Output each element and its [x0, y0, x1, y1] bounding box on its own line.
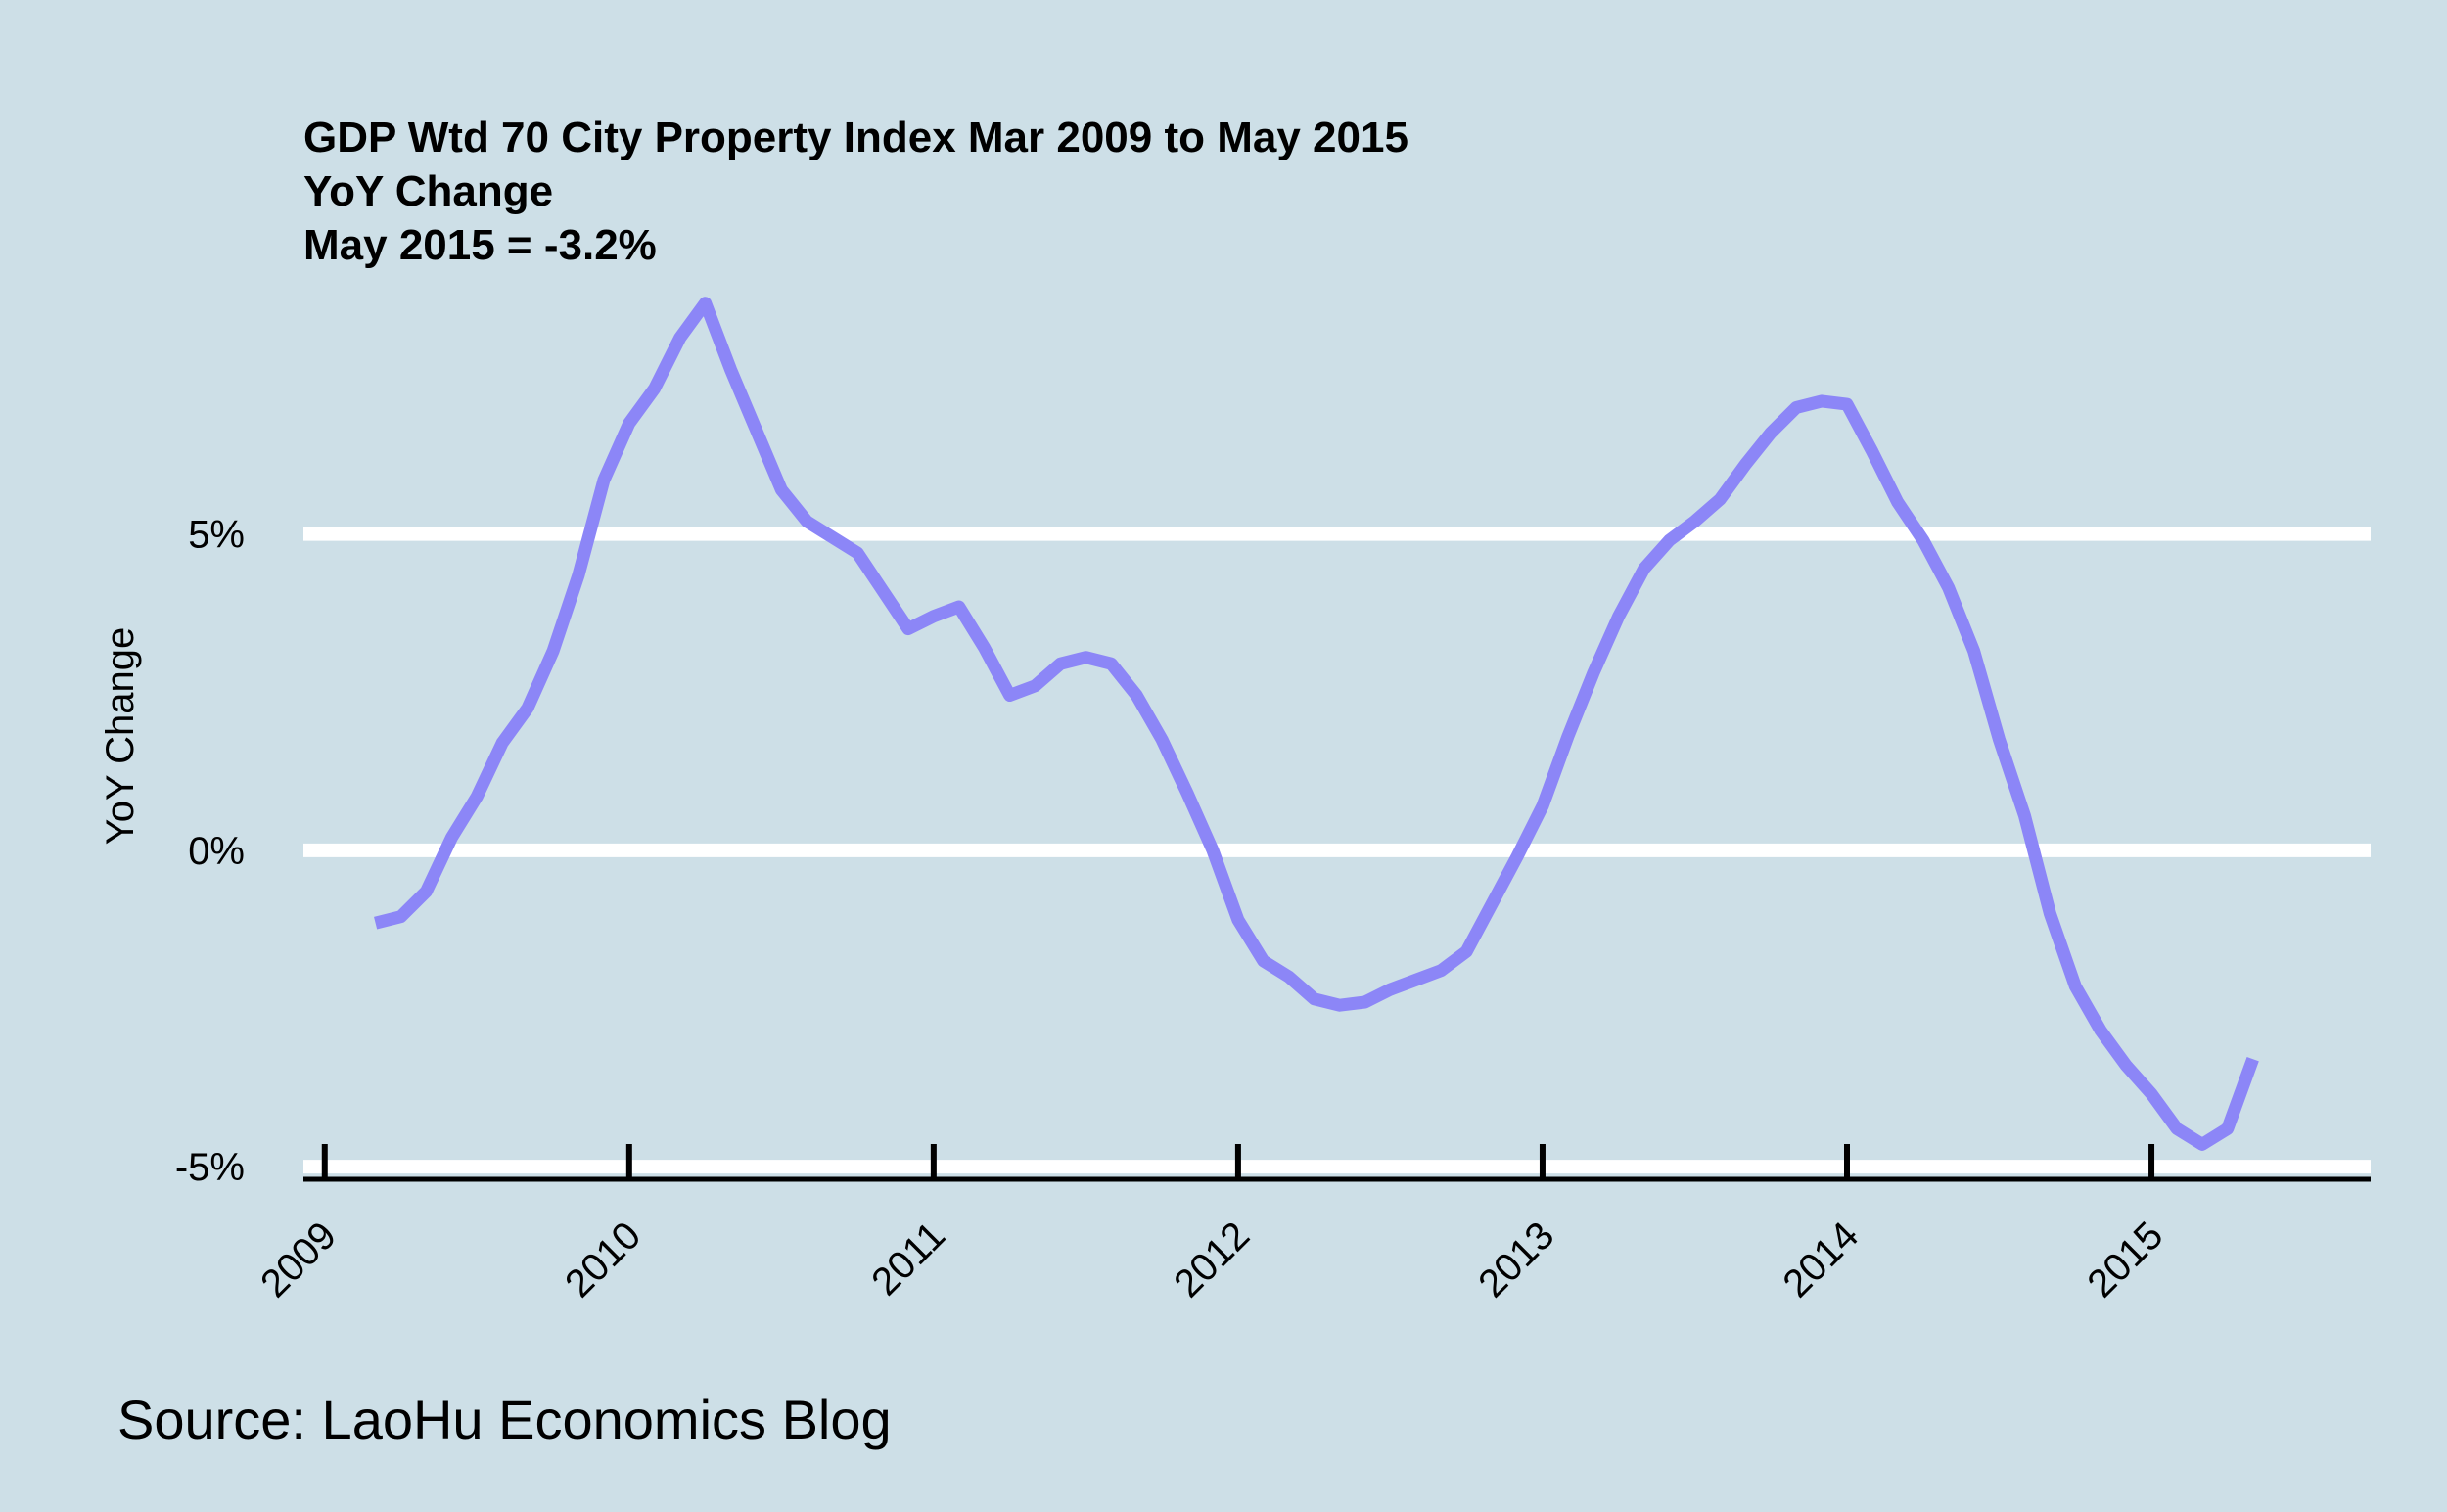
source-caption: Source: LaoHu Economics Blog: [117, 1389, 892, 1450]
grid-lines: [303, 527, 2371, 1174]
x-axis: [303, 1144, 2371, 1182]
y-axis-label: YoY Change: [99, 627, 142, 845]
chart-title-line-1: GDP Wtd 70 City Property Index Mar 2009 …: [303, 114, 1408, 161]
y-tick-label-0: -5%: [175, 1146, 245, 1189]
y-tick-label-1: 0%: [188, 830, 245, 873]
y-tick-labels: -5% 0% 5%: [175, 514, 245, 1189]
chart-title-line-2: YoY Change: [303, 167, 553, 215]
series-line-0: [374, 297, 2259, 1151]
series-lines: [374, 297, 2259, 1151]
chart-title-line-3: May 2015 = -3.2%: [303, 221, 657, 269]
chart-title: GDP Wtd 70 City Property Index Mar 2009 …: [303, 114, 1408, 269]
y-tick-label-2: 5%: [188, 514, 245, 557]
